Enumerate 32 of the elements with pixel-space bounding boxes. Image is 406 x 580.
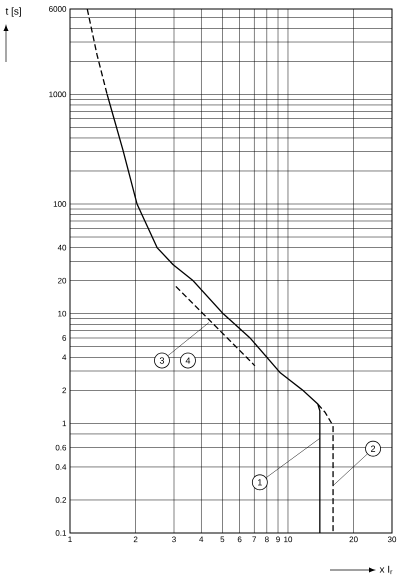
annotation: 1: [258, 479, 262, 486]
y-tick-label: 2: [62, 388, 66, 394]
x-tick-label: 1: [68, 536, 72, 542]
x-tick-label: 6: [238, 536, 242, 542]
y-tick-label: 0.4: [56, 464, 66, 470]
y-tick-label: 100: [54, 201, 66, 207]
x-tick-label: 30: [388, 536, 396, 542]
annotation: 2: [371, 446, 376, 452]
x-tick-label: 10: [284, 536, 292, 542]
x-axis-title: x I$_{r}$: [380, 566, 392, 574]
y-axis-title: t [s]: [6, 7, 21, 17]
x-tick-label: 20: [350, 536, 358, 542]
y-tick-label: 6: [62, 335, 66, 341]
y-tick-label: 0.2: [56, 497, 66, 503]
x-tick-label: 2: [134, 536, 138, 542]
y-tick-label: 0.1: [56, 530, 66, 536]
y-tick-label: 40: [58, 244, 66, 250]
x-tick-label: 4: [199, 536, 204, 542]
annotation: 3: [160, 357, 164, 364]
x-tick-label: 8: [264, 536, 269, 542]
y-tick-label: 4: [62, 354, 66, 360]
y-tick-label: 10: [58, 310, 66, 316]
annotation: 4: [186, 357, 190, 364]
y-tick-label: 0.6: [56, 444, 66, 450]
y-tick-label: 20: [58, 278, 66, 284]
x-tick-label: 9: [276, 536, 280, 542]
y-tick-label: 6000: [49, 6, 66, 12]
x-tick-label: 7: [252, 536, 256, 542]
x-tick-label: 5: [220, 536, 224, 542]
x-tick-label: 3: [172, 536, 176, 542]
y-tick-label: 1000: [49, 92, 66, 98]
y-tick-label: 1: [62, 420, 66, 426]
